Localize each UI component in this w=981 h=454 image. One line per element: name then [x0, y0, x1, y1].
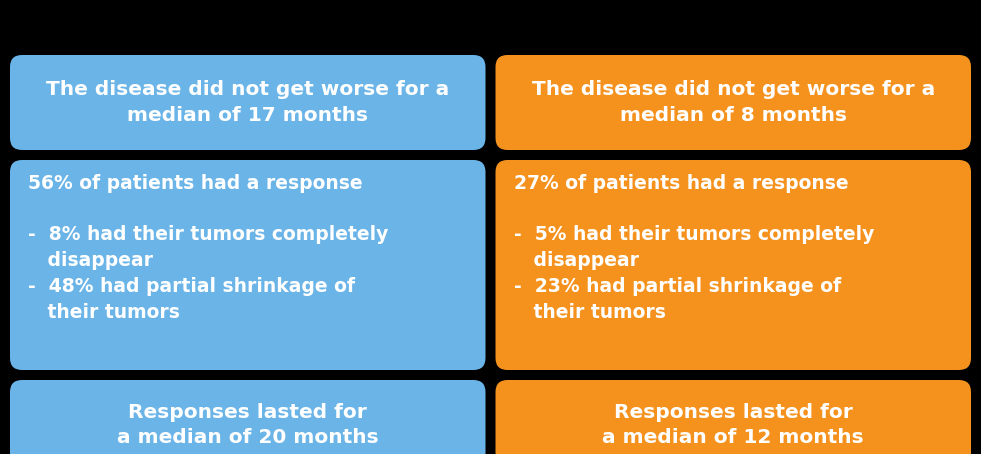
FancyBboxPatch shape: [10, 380, 486, 454]
FancyBboxPatch shape: [10, 160, 486, 370]
FancyBboxPatch shape: [10, 55, 486, 150]
Text: 27% of patients had a response

-  5% had their tumors completely
   disappear
-: 27% of patients had a response - 5% had …: [513, 174, 874, 322]
Text: The disease did not get worse for a
median of 8 months: The disease did not get worse for a medi…: [532, 80, 935, 125]
Text: The disease did not get worse for a
median of 17 months: The disease did not get worse for a medi…: [46, 80, 449, 125]
FancyBboxPatch shape: [495, 55, 971, 150]
Text: 56% of patients had a response

-  8% had their tumors completely
   disappear
-: 56% of patients had a response - 8% had …: [28, 174, 388, 322]
FancyBboxPatch shape: [495, 380, 971, 454]
Text: Responses lasted for
a median of 20 months: Responses lasted for a median of 20 mont…: [117, 403, 379, 447]
FancyBboxPatch shape: [495, 160, 971, 370]
Text: Responses lasted for
a median of 12 months: Responses lasted for a median of 12 mont…: [602, 403, 864, 447]
